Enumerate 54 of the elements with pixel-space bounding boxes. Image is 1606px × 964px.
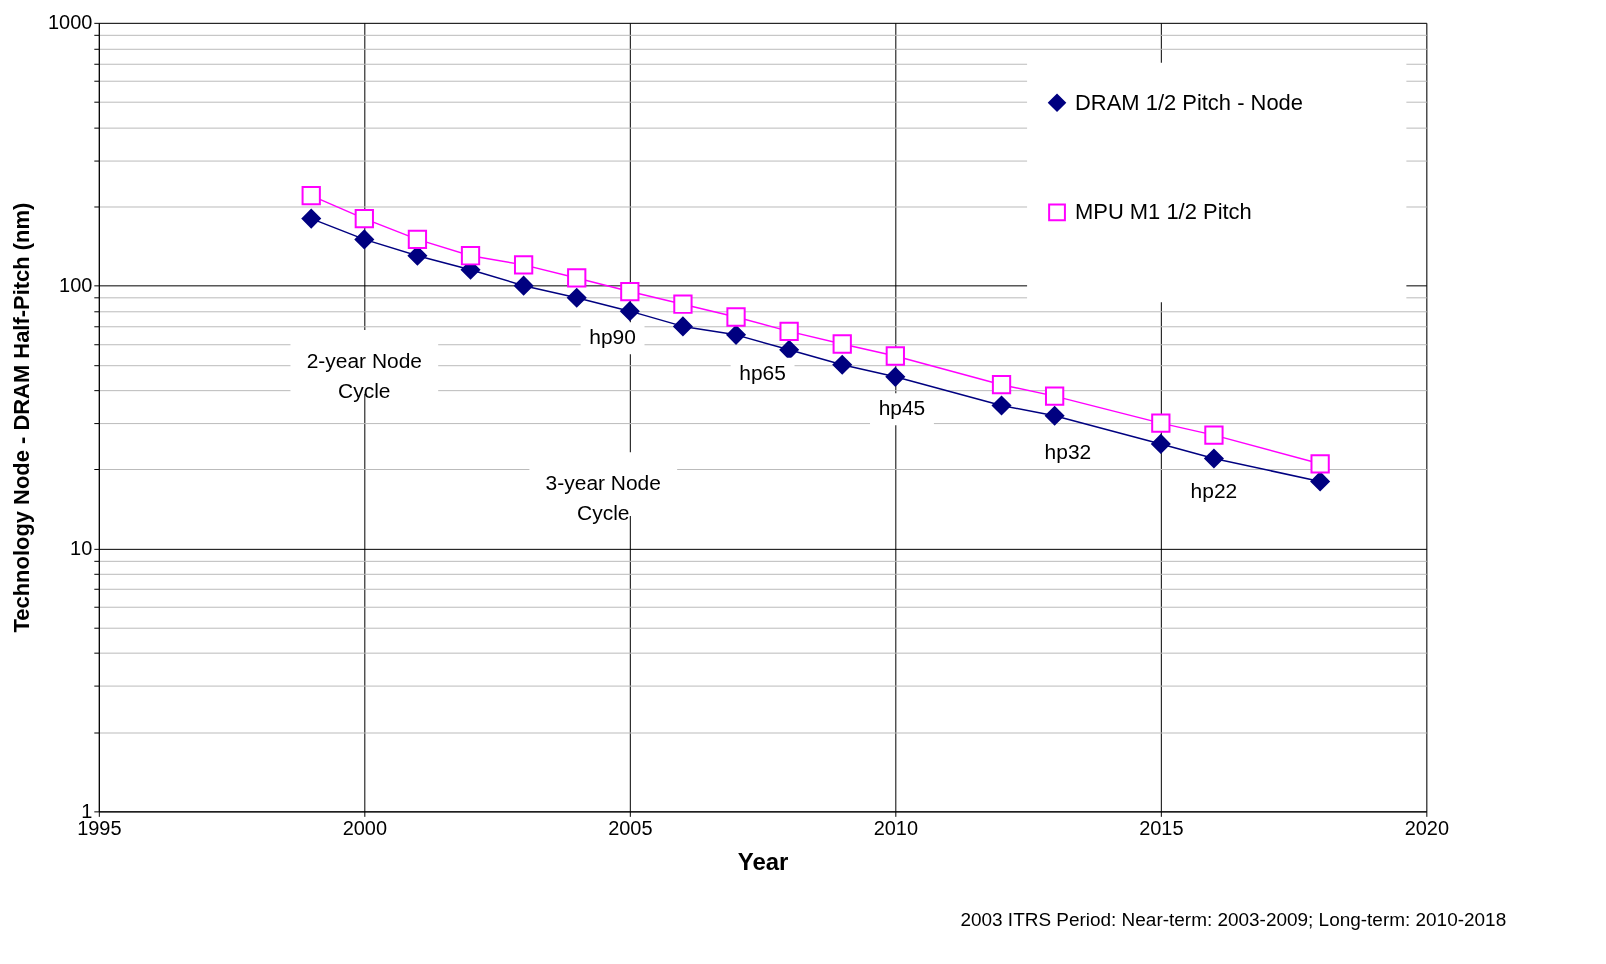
y-tick-label: 1000 <box>47 11 93 34</box>
annotation: hp90 <box>589 325 636 349</box>
point <box>1151 434 1171 454</box>
point <box>991 375 1012 395</box>
point <box>567 288 587 308</box>
point <box>779 321 799 342</box>
point <box>1204 425 1224 445</box>
legend-label: MPU M1 1/2 Pitch <box>1074 199 1252 225</box>
point <box>407 229 428 250</box>
point <box>885 367 905 387</box>
point <box>991 395 1012 416</box>
point <box>1204 448 1224 469</box>
annotation: hp22 <box>1190 479 1238 502</box>
point <box>1151 413 1171 433</box>
point <box>301 186 321 206</box>
point <box>354 229 374 250</box>
annotation: 3-year Node Cycle <box>545 471 661 525</box>
point <box>301 208 321 229</box>
y-axis-title: Technology Node - DRAM Half-Pitch (nm) <box>8 202 34 633</box>
point <box>407 246 428 266</box>
point <box>832 355 852 375</box>
y-tick-label: 10 <box>70 537 93 560</box>
point <box>620 301 640 321</box>
annotation: 2-year Node Cycle <box>306 348 422 402</box>
point <box>726 307 746 327</box>
x-tick-label: 2015 <box>1139 816 1184 839</box>
point <box>885 346 905 366</box>
point <box>513 276 534 296</box>
annotation: hp65 <box>739 360 786 384</box>
point <box>673 294 693 314</box>
point <box>1310 454 1330 474</box>
point <box>1044 406 1065 426</box>
x-tick-label: 2005 <box>608 816 653 839</box>
point <box>726 325 746 345</box>
x-tick-label: 2020 <box>1404 816 1450 839</box>
y-tick-label: 100 <box>59 274 93 297</box>
annotation: hp45 <box>878 396 926 420</box>
point <box>1310 471 1330 492</box>
point <box>620 281 640 302</box>
point <box>567 268 587 288</box>
annotation: hp32 <box>1044 439 1092 463</box>
x-tick-label: 2010 <box>873 816 919 839</box>
x-tick-label: 2000 <box>342 816 388 839</box>
point <box>779 340 799 360</box>
point <box>832 334 852 354</box>
point <box>460 246 481 266</box>
legend-label: DRAM 1/2 Pitch - Node <box>1074 89 1303 115</box>
x-axis-title: Year <box>737 847 789 875</box>
point <box>354 208 374 229</box>
point <box>513 255 534 275</box>
y-tick-label: 1 <box>81 799 93 822</box>
text: 2003 ITRS Period: Near-term: 2003-2009; Long-term: 2010-2018 <box>960 909 1507 931</box>
point <box>673 316 693 337</box>
point <box>1044 386 1065 406</box>
